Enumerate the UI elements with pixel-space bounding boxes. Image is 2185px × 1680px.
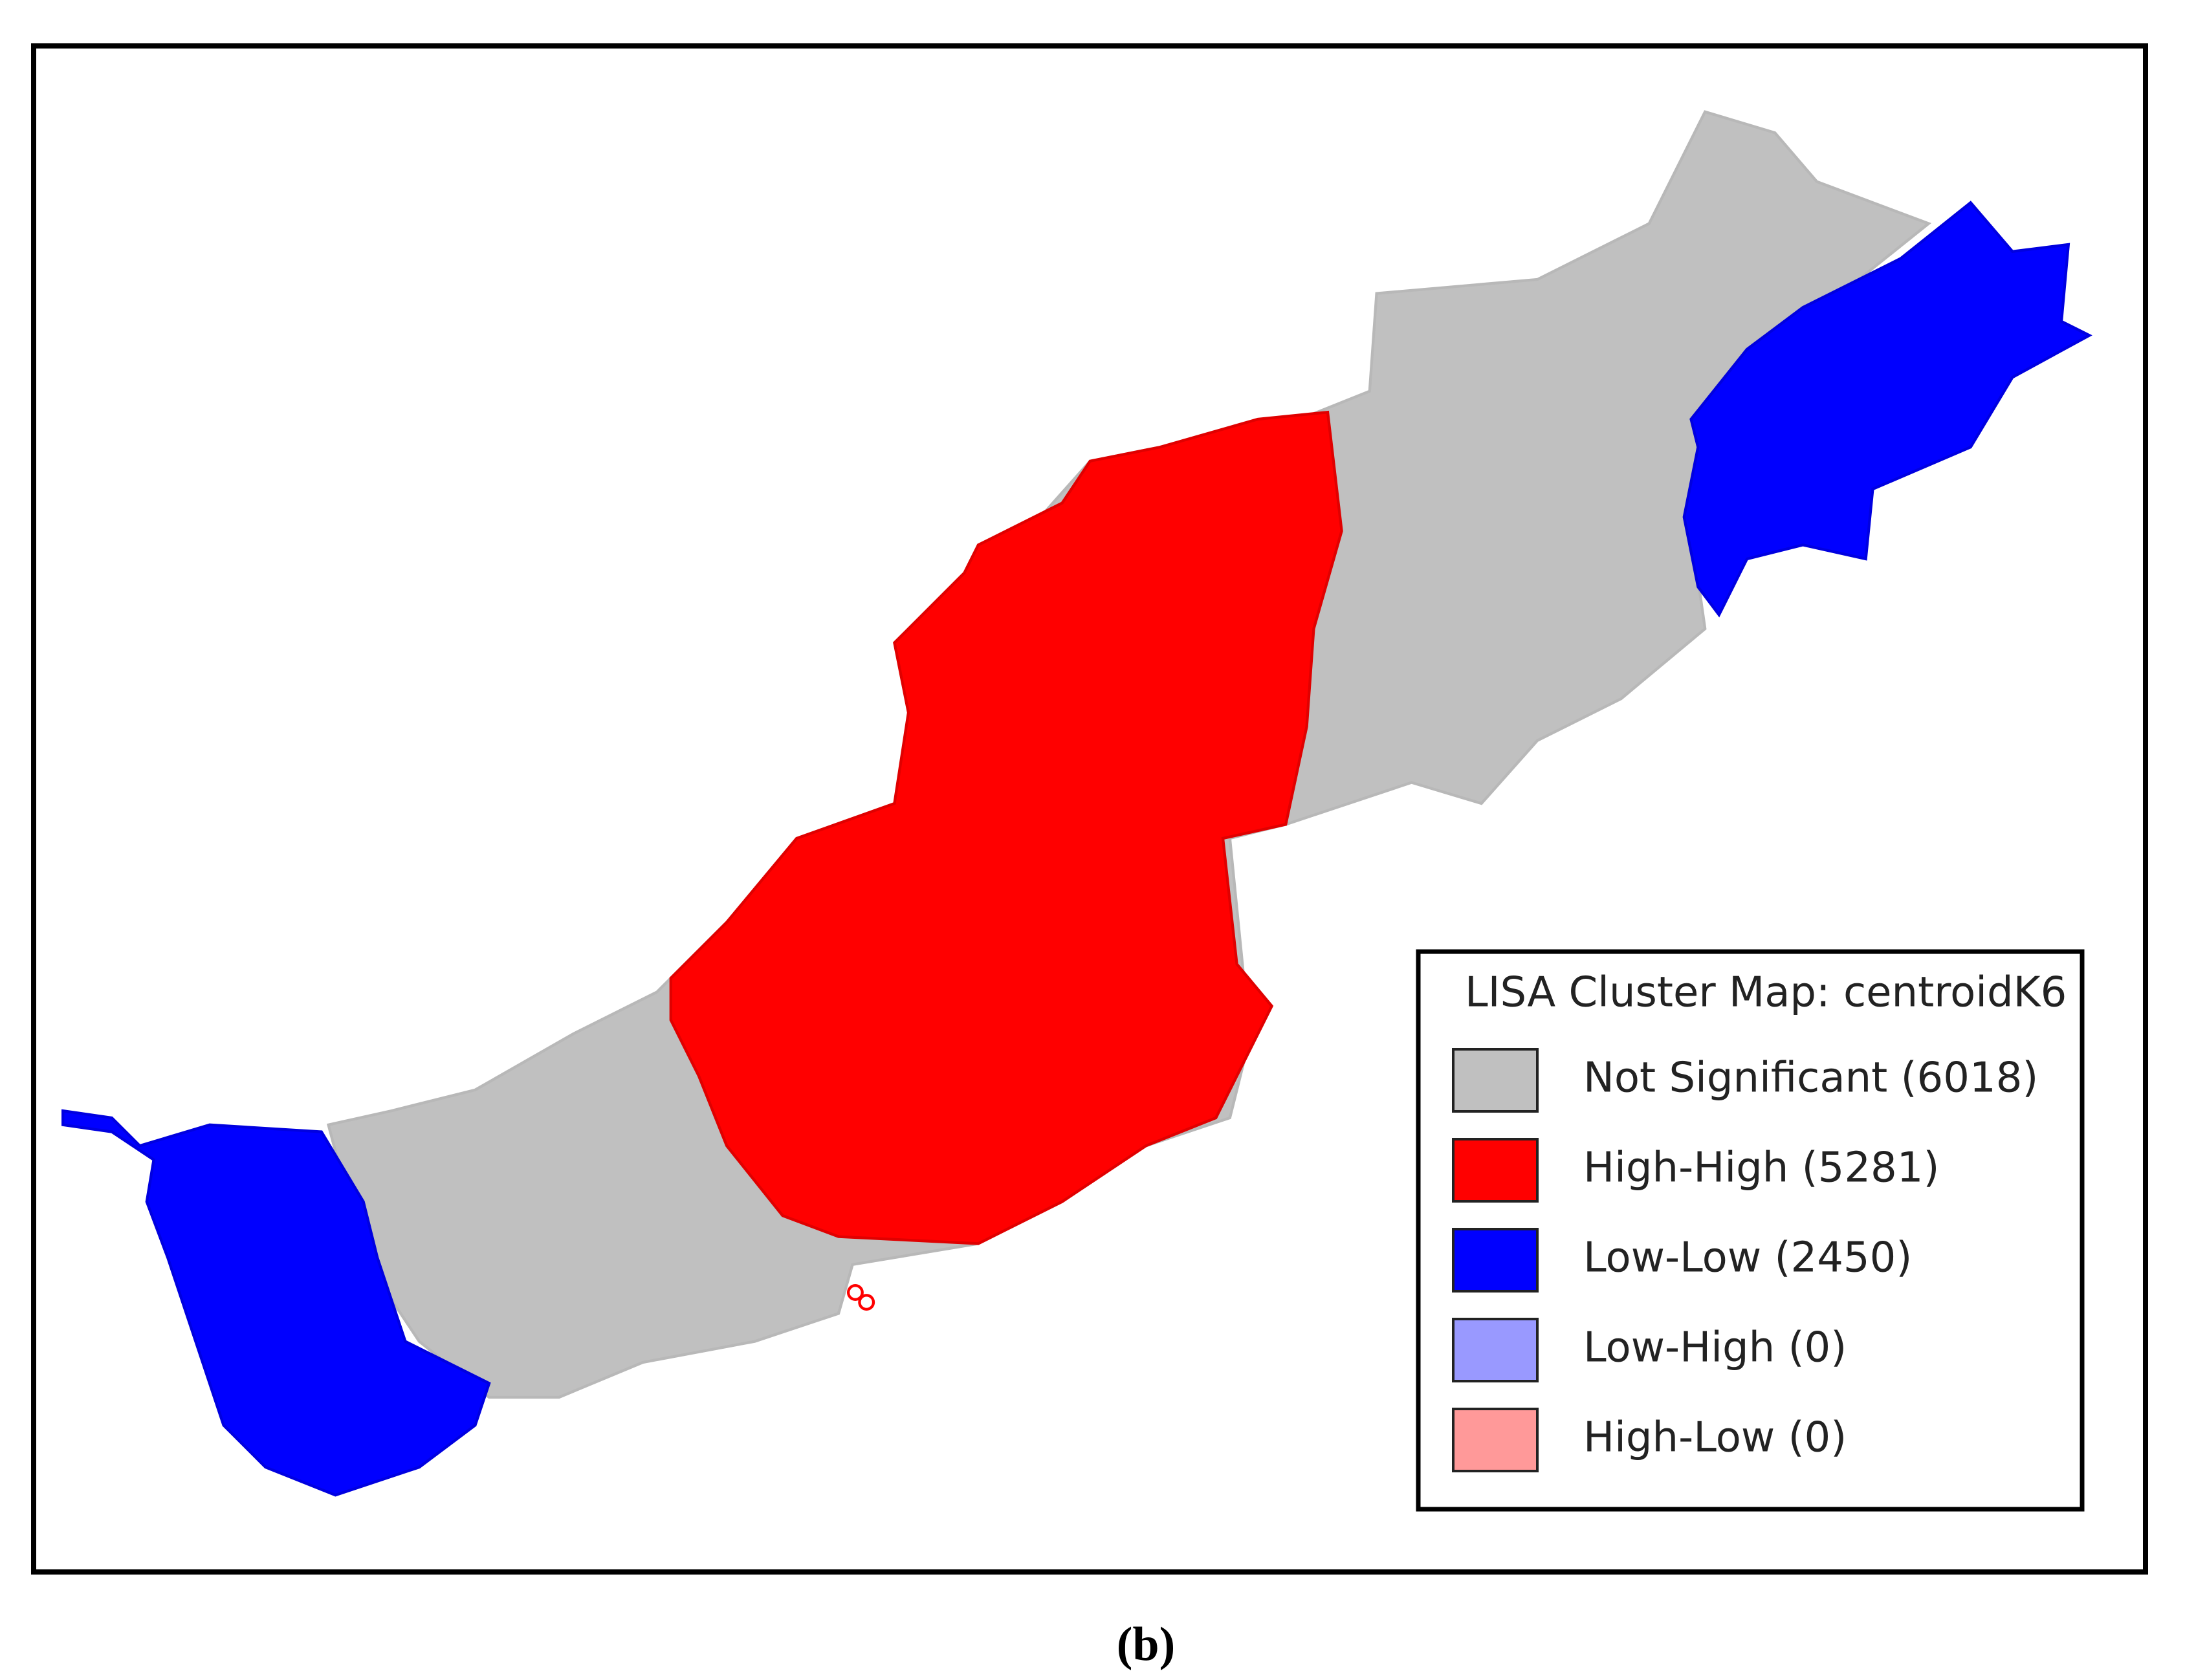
legend-label: High-High (5281) [1583,1144,1939,1192]
legend-swatch [1452,1318,1539,1382]
region-low-low-sw [61,1109,491,1497]
map [61,110,2092,1497]
region-high-high [669,410,1343,1245]
legend-label: Not Significant (6018) [1583,1054,2038,1102]
caption: (b) [1117,1618,1175,1671]
legend-swatch [1452,1138,1539,1203]
legend-label: High-Low (0) [1583,1414,1847,1462]
legend-label: Low-Low (2450) [1583,1234,1912,1282]
legend-title: LISA Cluster Map: centroidK6 [1465,969,2067,1017]
legend-label: Low-High (0) [1583,1324,1847,1372]
outlier-point [858,1294,875,1311]
legend: LISA Cluster Map: centroidK6 Not Signifi… [1452,969,2067,1472]
legend-swatch [1452,1228,1539,1293]
outlier-point [846,1284,864,1301]
legend-swatch [1452,1048,1539,1113]
region-low-low-ne [1682,201,2092,618]
legend-swatch [1452,1408,1539,1472]
